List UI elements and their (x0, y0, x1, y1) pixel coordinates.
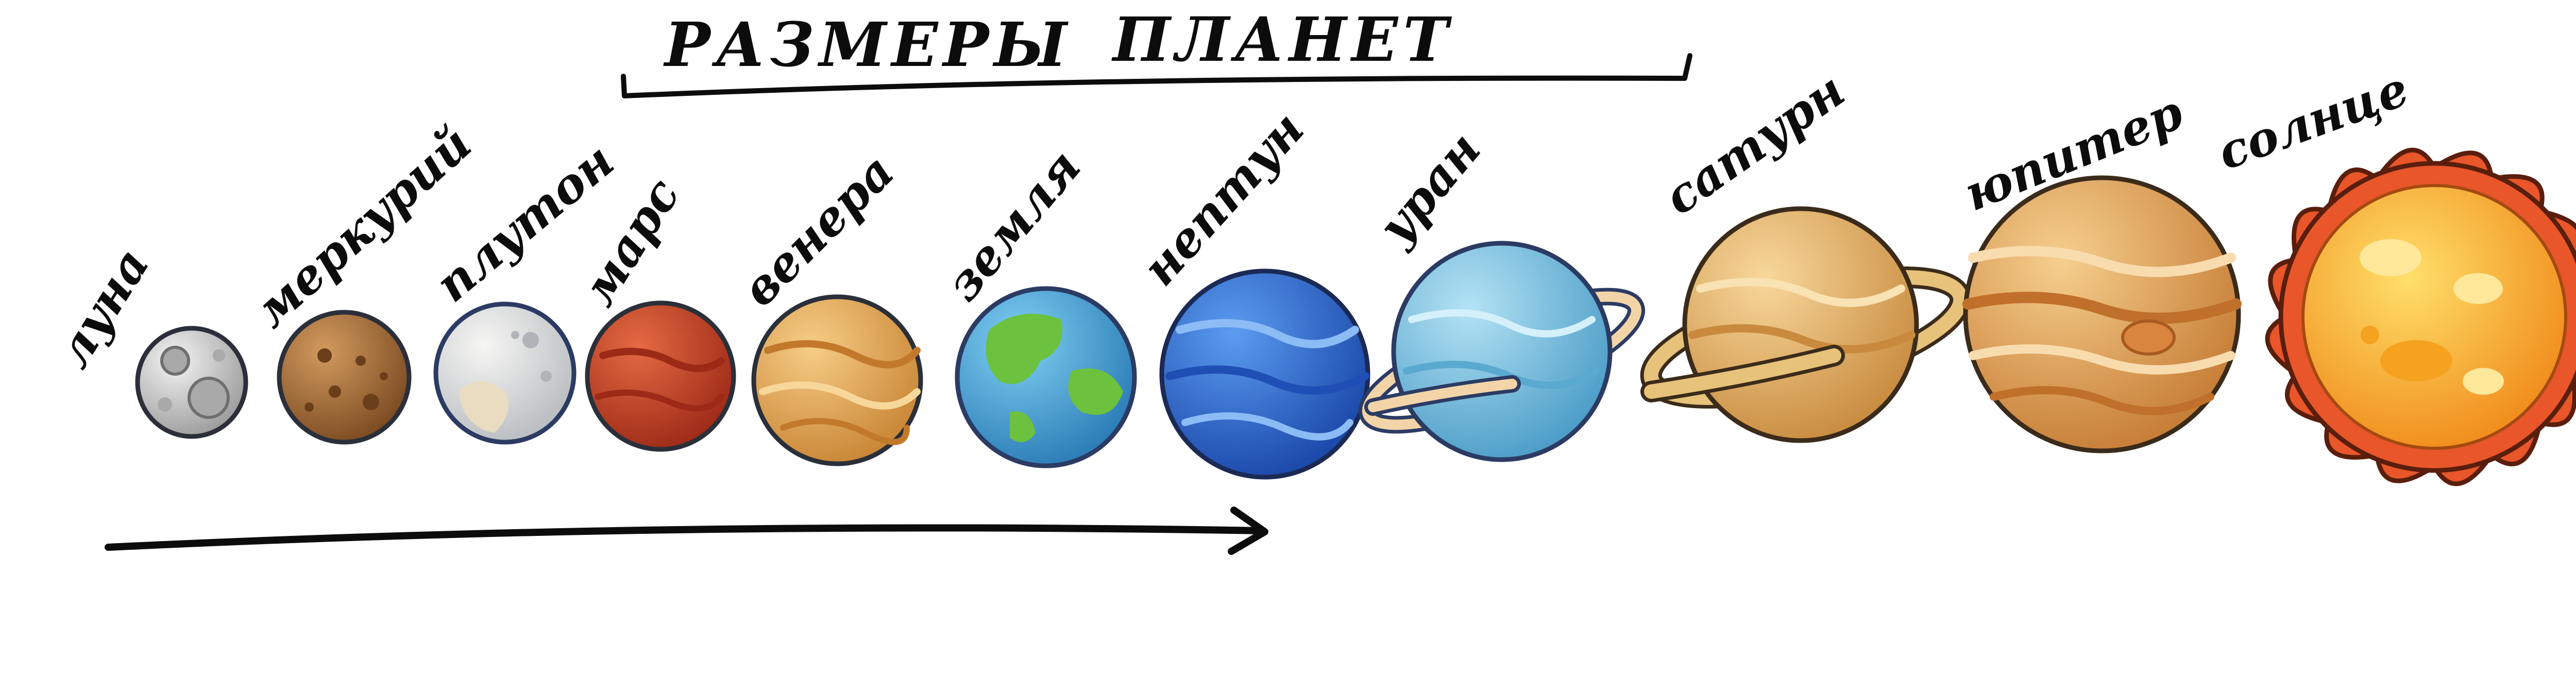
title: РАЗМЕРЫ ПЛАНЕТ (621, 4, 1692, 98)
title-bracket (621, 53, 1692, 98)
jupiter-planet (1962, 175, 2242, 453)
label-sun: солнце (2211, 61, 2416, 181)
mars-planet (585, 300, 736, 452)
uranus-planet (1358, 241, 1646, 462)
title-word-planets: ПЛАНЕТ (1111, 4, 1453, 75)
label-neptune: нептун (1131, 101, 1315, 296)
size-arrow (105, 507, 1268, 555)
label-venus: венера (731, 144, 905, 317)
earth-planet (955, 286, 1137, 468)
pluto-planet (433, 301, 577, 445)
label-mercury: меркурий (243, 115, 482, 338)
sun-star (2265, 147, 2576, 486)
venus-planet (751, 294, 923, 466)
label-uranus: уран (1367, 122, 1492, 255)
neptune-planet (1159, 268, 1370, 480)
label-saturn: сатурн (1654, 62, 1855, 226)
label-earth: земля (935, 139, 1092, 311)
moon-planet (135, 326, 248, 439)
mercury-planet (277, 310, 412, 445)
title-word-sizes: РАЗМЕРЫ (663, 9, 1072, 80)
saturn-planet (1640, 206, 1972, 443)
